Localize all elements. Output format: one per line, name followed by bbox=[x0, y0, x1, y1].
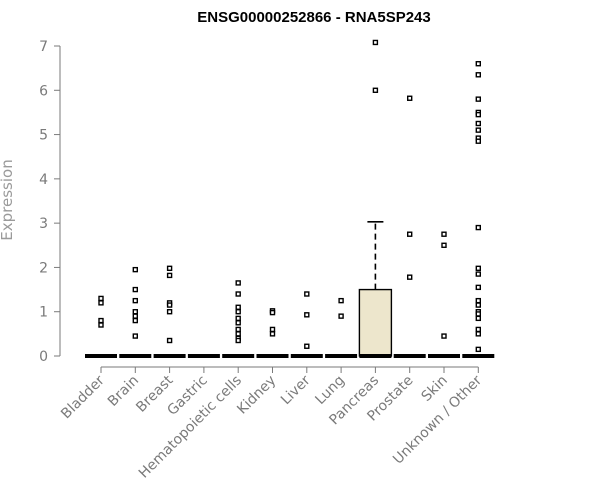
outlier-point bbox=[338, 313, 344, 319]
y-tick-label: 0 bbox=[39, 349, 48, 365]
outlier-point bbox=[475, 61, 481, 67]
outlier-point bbox=[475, 127, 481, 133]
y-tick-label: 4 bbox=[39, 172, 48, 188]
outlier-point bbox=[441, 333, 447, 339]
outlier-point bbox=[475, 96, 481, 102]
outlier-point bbox=[269, 331, 276, 337]
outlier-point bbox=[166, 272, 173, 279]
outlier-point bbox=[475, 120, 481, 127]
y-axis: 0 1 2 3 4 5 6 7 bbox=[39, 39, 61, 365]
outlier-point bbox=[98, 295, 104, 302]
outlier-point bbox=[475, 265, 481, 272]
outlier-point bbox=[132, 286, 139, 293]
outlier-point bbox=[235, 337, 241, 344]
y-tick-label: 7 bbox=[39, 39, 48, 55]
outlier-point bbox=[407, 95, 413, 101]
outlier-point bbox=[475, 111, 481, 118]
outlier-point bbox=[132, 317, 139, 324]
category-box-group bbox=[256, 308, 289, 358]
outlier-point bbox=[166, 337, 173, 344]
outlier-point bbox=[166, 309, 173, 315]
category-box-group bbox=[222, 280, 255, 358]
x-tick-label: Kidney bbox=[234, 373, 279, 418]
outlier-point bbox=[475, 326, 481, 333]
plot-area bbox=[85, 39, 495, 358]
outlier-point bbox=[407, 231, 413, 237]
outlier-point bbox=[235, 309, 241, 315]
category-box-group bbox=[393, 95, 426, 358]
outlier-point bbox=[441, 242, 447, 248]
outlier-point bbox=[475, 138, 481, 144]
outlier-point bbox=[132, 333, 139, 339]
category-box-group bbox=[153, 265, 186, 358]
outlier-point bbox=[475, 302, 481, 308]
outlier-point bbox=[475, 72, 481, 78]
category-box-group bbox=[428, 231, 460, 358]
outlier-point bbox=[235, 326, 241, 333]
y-tick-label: 1 bbox=[39, 305, 48, 321]
outlier-point bbox=[475, 346, 481, 353]
outlier-point bbox=[269, 309, 276, 316]
outlier-point bbox=[475, 297, 481, 304]
outlier-point bbox=[235, 331, 241, 337]
outlier-point bbox=[475, 315, 481, 322]
outlier-point bbox=[304, 343, 310, 349]
y-tick-label: 6 bbox=[39, 83, 48, 99]
category-box-group bbox=[290, 291, 323, 358]
iqr-box bbox=[358, 288, 393, 357]
outlier-point bbox=[98, 300, 104, 306]
y-tick-label: 2 bbox=[39, 260, 48, 276]
outlier-point bbox=[98, 322, 104, 328]
outlier-point bbox=[372, 87, 379, 93]
chart-title: ENSG00000252866 - RNA5SP243 bbox=[197, 9, 430, 26]
outlier-point bbox=[235, 280, 241, 286]
outlier-point bbox=[166, 302, 173, 308]
outlier-point bbox=[475, 224, 481, 231]
outlier-point bbox=[338, 297, 344, 304]
y-tick-label: 3 bbox=[39, 216, 48, 232]
outlier-point bbox=[407, 274, 413, 280]
outlier-point bbox=[269, 326, 276, 333]
outlier-point bbox=[132, 266, 139, 273]
outlier-point bbox=[235, 320, 241, 326]
category-box-group bbox=[462, 61, 495, 358]
outlier-point bbox=[132, 313, 139, 319]
outlier-point bbox=[304, 312, 310, 318]
x-tick-label: Liver bbox=[278, 372, 314, 408]
outlier-point bbox=[235, 315, 241, 322]
category-box-group bbox=[85, 295, 117, 358]
outlier-point bbox=[475, 331, 481, 337]
outlier-point bbox=[475, 271, 481, 277]
outlier-point bbox=[441, 231, 447, 237]
outlier-point bbox=[372, 39, 379, 46]
category-box-group bbox=[119, 266, 152, 358]
outlier-point bbox=[235, 291, 241, 297]
category-box-group bbox=[325, 297, 358, 358]
category-box-group bbox=[358, 39, 393, 358]
outlier-point bbox=[166, 265, 173, 272]
outlier-point bbox=[132, 297, 139, 304]
x-tick-label: Bladder bbox=[58, 372, 108, 422]
y-axis-label: Expression bbox=[0, 159, 16, 240]
outlier-point bbox=[98, 317, 104, 324]
outlier-point bbox=[475, 284, 481, 291]
y-tick-label: 5 bbox=[39, 128, 48, 144]
outlier-point bbox=[132, 309, 139, 315]
outlier-point bbox=[475, 311, 481, 317]
outlier-point bbox=[235, 304, 241, 310]
outlier-point bbox=[304, 291, 310, 297]
